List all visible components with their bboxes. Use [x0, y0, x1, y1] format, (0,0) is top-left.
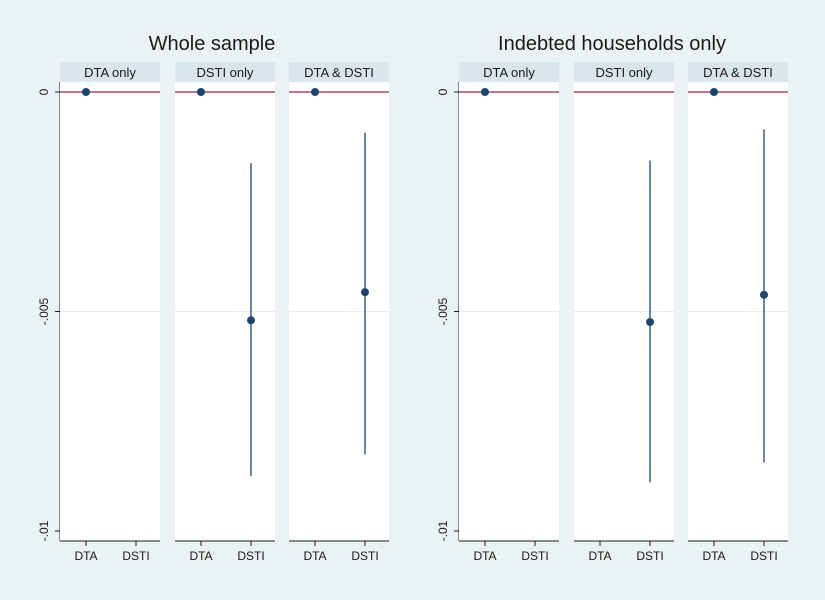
x-tick-label: DSTI [122, 549, 149, 563]
panel-strip [289, 62, 389, 82]
x-tick-label: DSTI [521, 549, 548, 563]
point-estimate [710, 88, 718, 96]
x-tick-label: DSTI [636, 549, 663, 563]
point-estimate [247, 316, 255, 325]
panel-strip-label: DTA & DSTI [703, 65, 773, 80]
x-tick-label: DSTI [237, 549, 264, 563]
x-tick-label: DTA [189, 549, 212, 563]
point-estimate [197, 88, 205, 96]
y-tick-label: -.01 [436, 520, 450, 541]
x-tick-label: DTA [473, 549, 496, 563]
chart-title: Indebted households only [498, 33, 726, 55]
chart-title: Whole sample [149, 33, 276, 55]
panel-strip-label: DSTI only [196, 65, 254, 80]
panel-strip-label: DTA only [483, 65, 535, 80]
panel-strip [574, 62, 674, 82]
y-tick-label: -.01 [37, 520, 51, 541]
panel-1: DTA only DTA DSTI [459, 62, 559, 563]
point-estimate [481, 88, 489, 96]
panel-1: DTA only DTA DSTI [60, 62, 160, 563]
x-tick-label: DTA [702, 549, 725, 563]
y-tick-label: -.005 [436, 298, 450, 326]
chart-2: Indebted households only 0 -.005 -.01 DTA on… [436, 33, 788, 563]
panel-strip-label: DTA only [84, 65, 136, 80]
point-estimate [361, 288, 369, 297]
panel-strip [688, 62, 788, 82]
x-tick-label: DSTI [351, 549, 378, 563]
x-tick-label: DTA [74, 549, 97, 563]
panel-strip [459, 62, 559, 82]
panel-strip [175, 62, 275, 82]
point-estimate [760, 290, 768, 299]
x-tick-label: DSTI [750, 549, 777, 563]
panel-strip-label: DSTI only [595, 65, 653, 80]
panel-strip-label: DTA & DSTI [304, 65, 374, 80]
y-tick-label: 0 [37, 88, 51, 95]
panel-2: DSTI only DTA DSTI [175, 62, 275, 563]
y-tick-label: -.005 [37, 298, 51, 326]
x-tick-label: DTA [588, 549, 611, 563]
panel-3: DTA & DSTI DTA DSTI [688, 62, 788, 563]
point-estimate [311, 88, 319, 96]
point-estimate [646, 318, 654, 327]
x-tick-label: DTA [303, 549, 326, 563]
point-estimate [82, 88, 90, 96]
panel-strip [60, 62, 160, 82]
panel-3: DTA & DSTI DTA DSTI [289, 62, 389, 563]
panel-2: DSTI only DTA DSTI [574, 62, 674, 563]
y-tick-label: 0 [436, 88, 450, 95]
